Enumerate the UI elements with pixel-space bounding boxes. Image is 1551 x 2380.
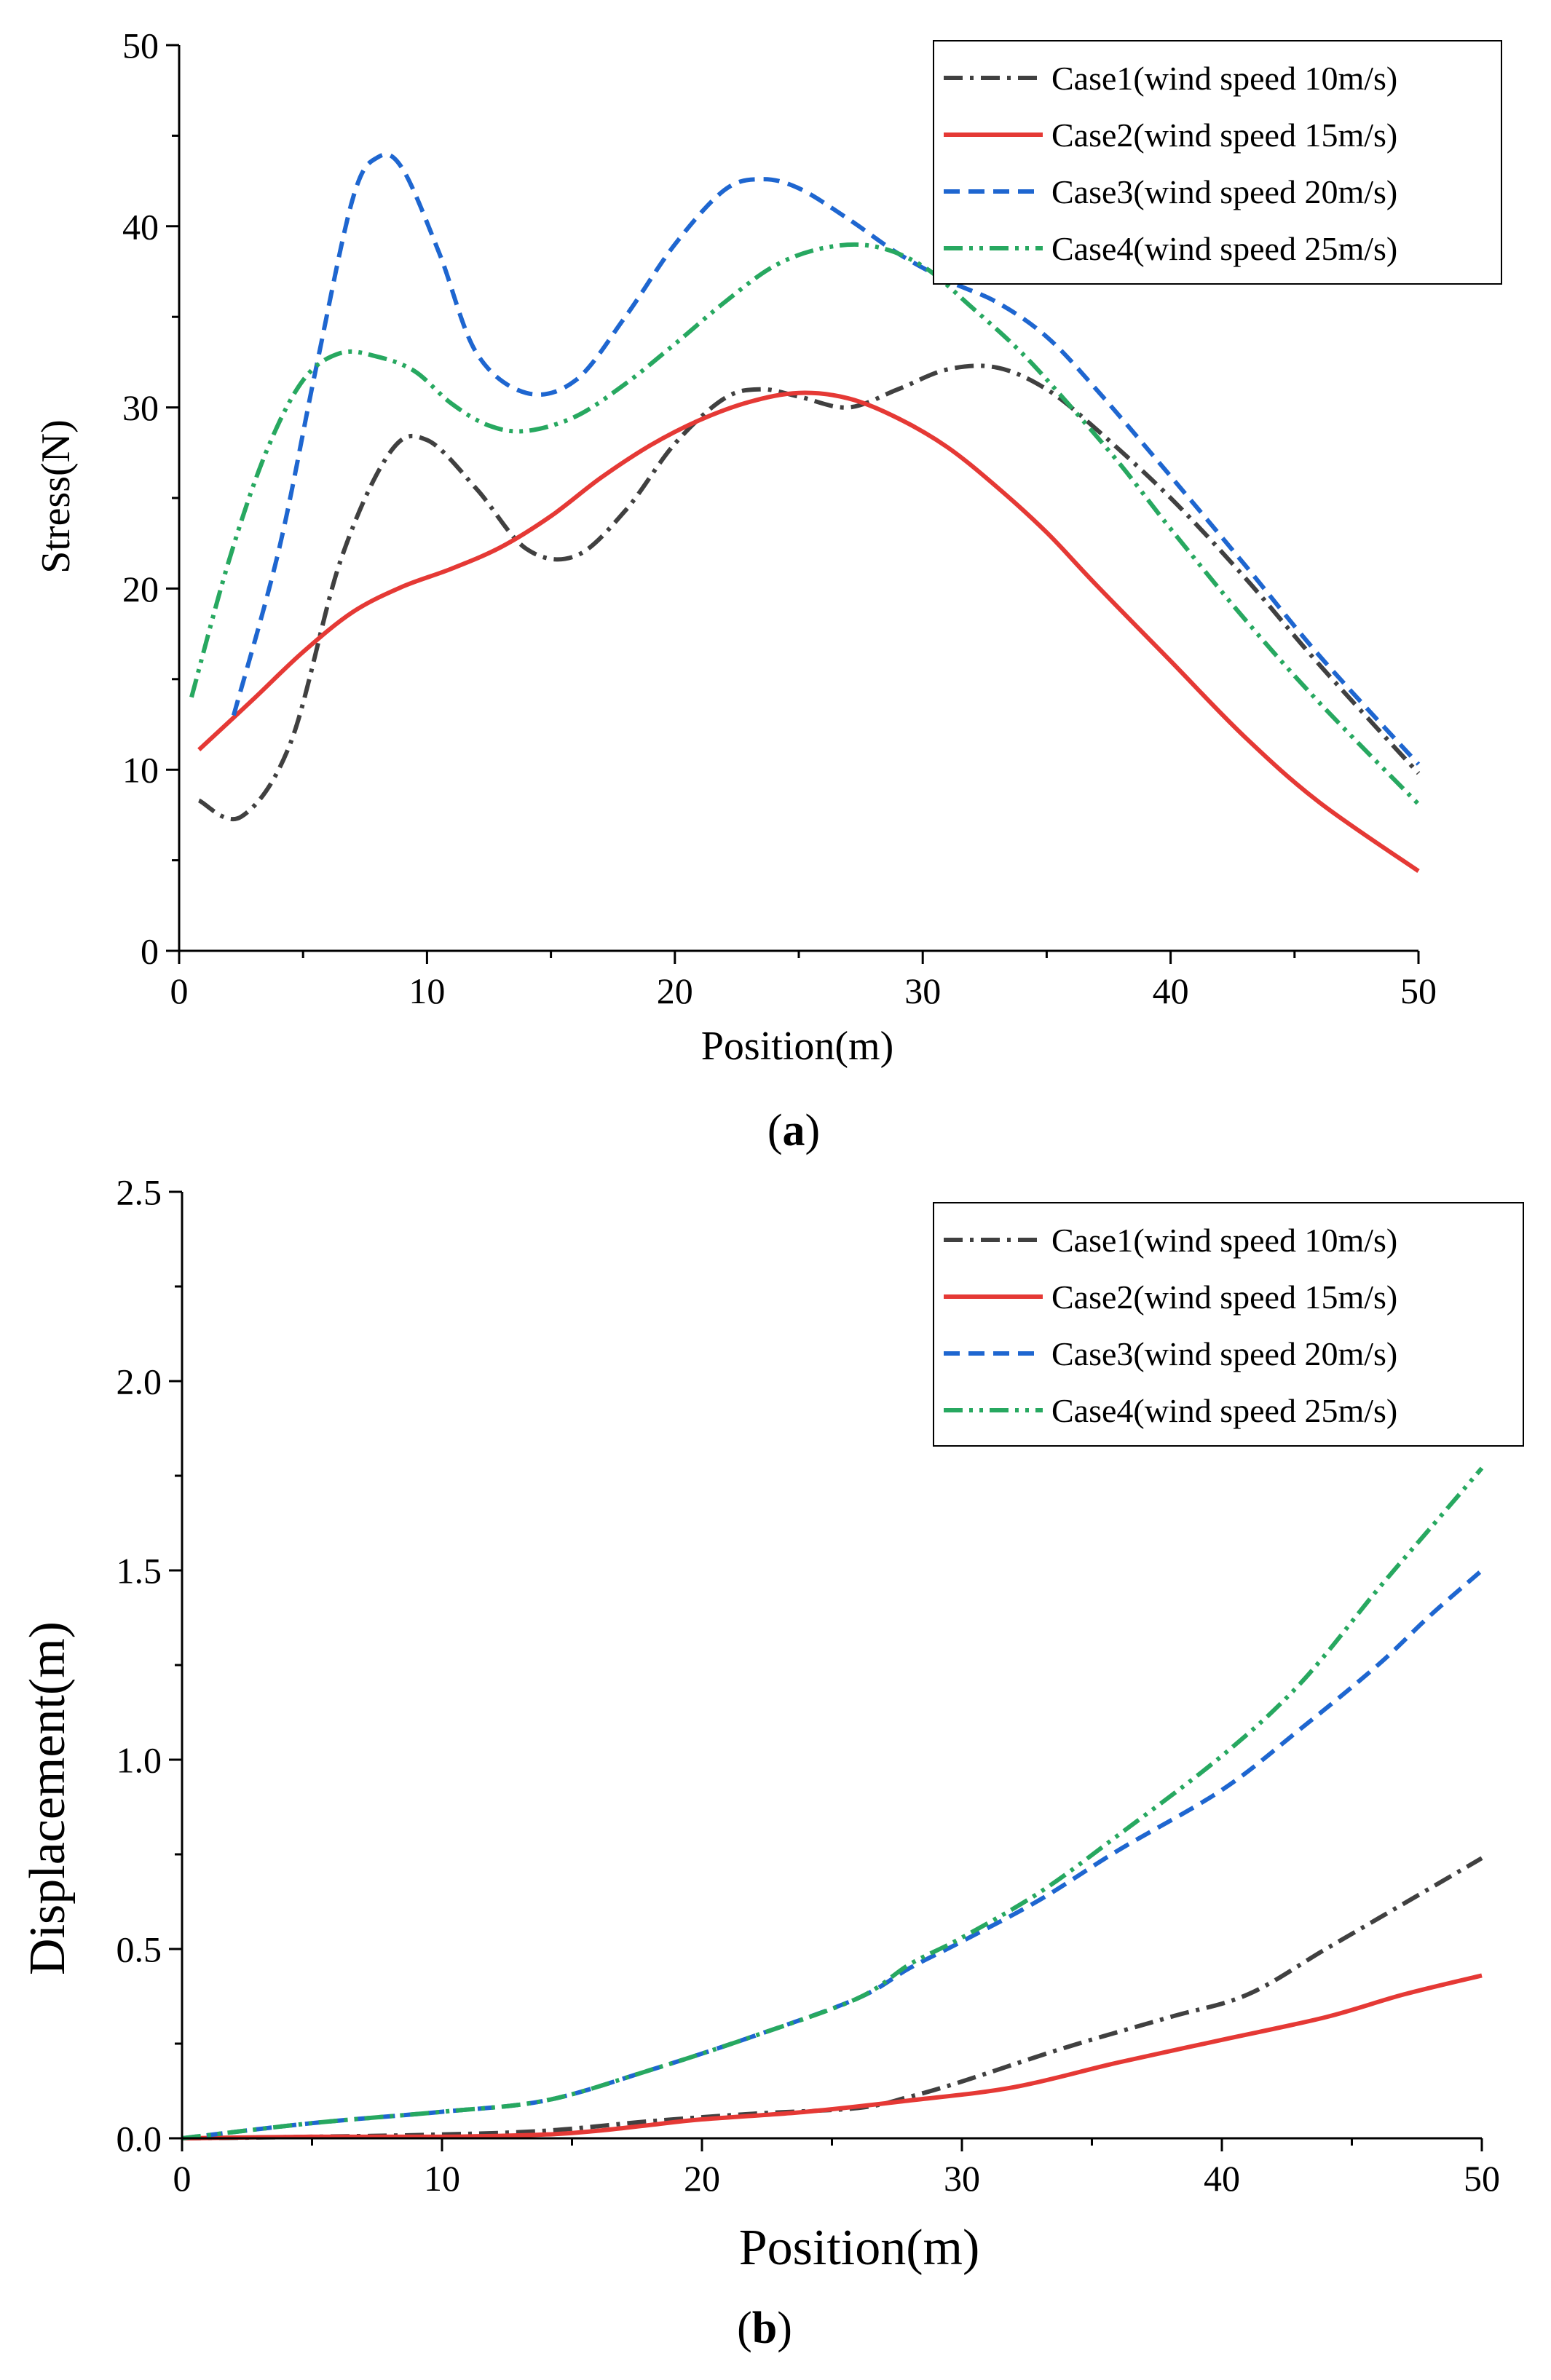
b-x-tick-label: 10 xyxy=(424,2158,460,2199)
a-y-tick-label: 20 xyxy=(122,569,159,609)
b-x-tick-label: 30 xyxy=(944,2158,980,2199)
b-series-line-2 xyxy=(181,1973,1483,2140)
a-x-tick-label: 0 xyxy=(170,970,189,1011)
b-legend-label-1: Case1(wind speed 10m/s) xyxy=(1051,1222,1397,1259)
b-x-tick-label: 0 xyxy=(173,2158,192,2199)
a-y-tick-label: 0 xyxy=(141,931,159,972)
b-legend-box xyxy=(933,1202,1524,1447)
a-legend-label-1: Case1(wind speed 10m/s) xyxy=(1051,60,1397,97)
panel-a-xlabel: Position(m) xyxy=(701,1024,893,1069)
b-series-line-1 xyxy=(181,1856,1483,2140)
a-x-tick-label: 50 xyxy=(1400,970,1437,1011)
a-legend-label-3: Case3(wind speed 20m/s) xyxy=(1051,173,1397,210)
panel-b-axes: 0 10 20 30 40 50 0.0 0.5 1.0 1.5 2.0 2.5 xyxy=(117,1172,1501,2199)
panel-b-legend: Case1(wind speed 10m/s) Case2(wind speed … xyxy=(933,1202,1524,1447)
panel-a-series xyxy=(189,152,1421,873)
panel-a-legend: Case1(wind speed 10m/s) Case2(wind speed … xyxy=(933,40,1502,285)
a-series-line-3 xyxy=(232,152,1421,766)
b-y-tick-label: 2.5 xyxy=(117,1172,162,1213)
b-series-line-4 xyxy=(181,1466,1484,2140)
panel-b-xlabel: Position(m) xyxy=(739,2220,980,2276)
a-series-line-4 xyxy=(189,242,1421,806)
a-y-tick-label: 30 xyxy=(122,387,159,428)
b-legend-label-3: Case3(wind speed 20m/s) xyxy=(1051,1335,1397,1372)
panel-a-caption-letter: a xyxy=(783,1106,805,1155)
panel-b-caption: (b) xyxy=(737,2304,792,2353)
b-legend-label-2: Case2(wind speed 15m/s) xyxy=(1051,1278,1397,1316)
panel-b-ylabel: Displacement(m) xyxy=(20,1621,76,1975)
panel-b-series xyxy=(181,1466,1484,2140)
a-legend-label-4: Case4(wind speed 25m/s) xyxy=(1051,230,1397,267)
b-y-tick-label: 0.0 xyxy=(117,2119,162,2159)
panel-a-ylabel: Stress(N) xyxy=(33,419,79,574)
panel-b-caption-letter: b xyxy=(752,2304,777,2353)
panel-a-axes: 0 10 20 30 40 50 0 10 20 30 40 50 xyxy=(122,25,1437,1012)
b-legend-label-4: Case4(wind speed 25m/s) xyxy=(1051,1392,1397,1429)
a-y-tick-label: 10 xyxy=(122,750,159,791)
a-legend-box xyxy=(933,40,1502,285)
a-series-line-2 xyxy=(197,390,1420,873)
a-x-tick-label: 20 xyxy=(657,970,693,1011)
a-x-tick-label: 40 xyxy=(1153,970,1189,1011)
panel-b-displacement-chart: 0 10 20 30 40 50 0.0 0.5 1.0 1.5 2.0 2.5 Displaceme… xyxy=(20,1172,1524,2353)
b-x-tick-label: 50 xyxy=(1464,2158,1500,2199)
b-y-tick-label: 0.5 xyxy=(117,1929,162,1970)
a-x-tick-label: 10 xyxy=(409,970,445,1011)
panel-a-caption: (a) xyxy=(767,1106,820,1155)
b-y-tick-label: 2.0 xyxy=(117,1361,162,1402)
a-x-tick-label: 30 xyxy=(904,970,941,1011)
panel-a-stress-chart: 0 10 20 30 40 50 0 10 20 30 40 50 Stress(N) Positio… xyxy=(33,25,1502,1155)
a-y-tick-label: 50 xyxy=(122,25,159,66)
a-y-tick-label: 40 xyxy=(122,206,159,247)
b-y-tick-label: 1.0 xyxy=(117,1740,162,1781)
b-series-line-3 xyxy=(181,1568,1483,2140)
b-x-tick-label: 20 xyxy=(684,2158,720,2199)
b-y-tick-label: 1.5 xyxy=(117,1551,162,1592)
a-legend-label-2: Case2(wind speed 15m/s) xyxy=(1051,116,1397,154)
a-series-line-1 xyxy=(197,363,1421,821)
b-x-tick-label: 40 xyxy=(1204,2158,1240,2199)
